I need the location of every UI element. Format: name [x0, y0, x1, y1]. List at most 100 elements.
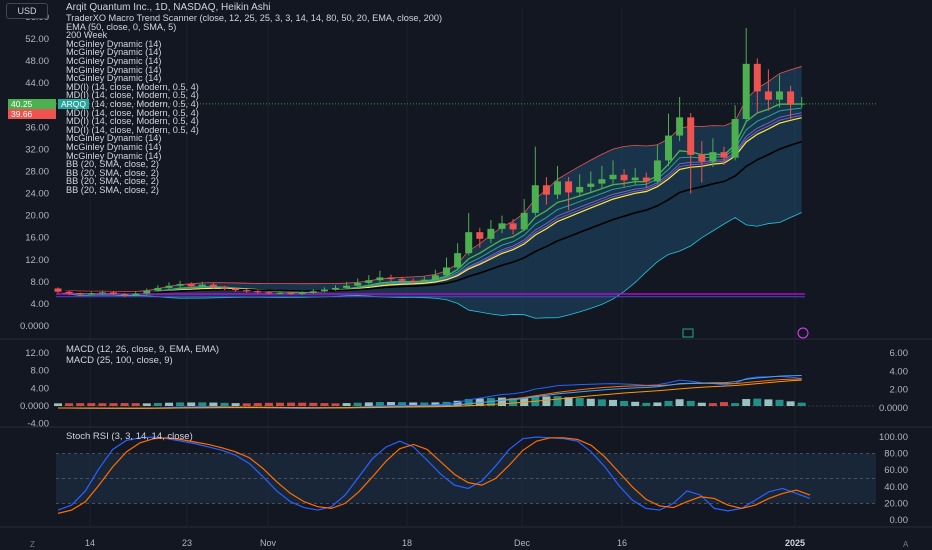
macd-histogram-bar [76, 403, 85, 406]
macd-histogram-bar [342, 403, 351, 406]
x-axis-tick-label: 2025 [785, 538, 805, 548]
candle-body [254, 291, 262, 293]
macd-histogram-bar [597, 399, 606, 406]
indicator-legend-item: McGinley Dynamic (14) [66, 142, 162, 152]
macd-histogram-bar [420, 402, 429, 406]
macd-histogram-bar [142, 403, 151, 406]
macd-histogram-bar [742, 399, 751, 406]
y-axis-tick-label: 16.00 [25, 233, 49, 244]
macd-histogram-bar [675, 399, 684, 406]
macd-histogram-bar [364, 402, 373, 406]
stoch-k-line [57, 436, 811, 512]
candle-body [132, 293, 140, 296]
stoch-rsi-panel: 100.00 80.00 60.00 40.00 20.00 0.00 [56, 432, 908, 526]
candle-body [764, 91, 772, 100]
candle-body [209, 284, 217, 287]
macd-histogram-bar [575, 398, 584, 406]
macd-right-tick: 4.00 [890, 366, 909, 377]
stoch-tick-label: 60.00 [884, 465, 908, 476]
indicator-legend-item: BB (20, SMA, close, 2) [66, 167, 159, 178]
bollinger-lower [57, 212, 802, 319]
indicator-legend-item: MD(I) (14, close, Modern, 0.5, 4) [66, 116, 199, 127]
candle-body [542, 185, 550, 195]
candle-body [487, 228, 495, 239]
macd-left-tick: 8.00 [31, 366, 50, 377]
mcginley-yellow [57, 117, 802, 294]
macd-histogram-bar [353, 402, 362, 406]
candle-body [87, 293, 95, 295]
macd-histogram-bar [631, 401, 640, 406]
indicator-legend-item: McGinley Dynamic (14) [66, 47, 162, 58]
stoch-d-line [57, 437, 811, 514]
macd-histogram-bar [642, 402, 651, 406]
candle-body [620, 174, 628, 181]
candle-body [221, 286, 228, 289]
corner-left-label: Z [30, 540, 35, 549]
indicator-legend-item: McGinley Dynamic (14) [66, 64, 162, 75]
macd-right-tick: 2.00 [890, 385, 909, 396]
macd-histogram-bar [586, 398, 595, 406]
macd-histogram-bar [653, 402, 662, 406]
candle-body [476, 232, 484, 239]
y-axis-tick-label: 12.00 [25, 255, 49, 266]
currency-button[interactable]: USD [6, 3, 48, 19]
x-axis-tick-label: Nov [260, 538, 277, 548]
candle-body [265, 292, 273, 294]
macd-histogram-bar [331, 403, 340, 406]
candle-body [554, 181, 561, 195]
dividend-icon [797, 327, 809, 339]
indicator-legend-item: McGinley Dynamic (14) [66, 38, 162, 49]
macd-left-tick: -4.00 [27, 419, 49, 430]
candle-body [676, 117, 684, 136]
macd-histogram-bar [209, 402, 218, 406]
macd2-signal-line [57, 379, 802, 409]
candle-body [320, 289, 328, 292]
candle-body [776, 91, 783, 100]
macd-histogram-bar [398, 402, 407, 406]
corner-right-label: A [903, 540, 909, 549]
indicator-legend-item: MD(I) (14, close, Modern, 0.5, 4) [66, 124, 199, 135]
macd-histogram-bar [287, 402, 296, 406]
candle-body [742, 63, 750, 120]
y-axis-tick-label: 48.00 [25, 56, 49, 67]
candle-body [198, 284, 206, 287]
candle-body [709, 152, 717, 162]
macd-histogram-bar [375, 402, 384, 406]
candle-body [232, 288, 240, 291]
macd-histogram-bar [498, 397, 506, 406]
x-axis-tick-label: 16 [617, 538, 627, 548]
candle-body [587, 183, 595, 187]
ema-50-line [57, 140, 802, 294]
mcginley-teal [57, 107, 802, 294]
candle-body [687, 117, 695, 155]
macd-histogram-bar [753, 398, 762, 406]
macd-histogram-bar [276, 402, 284, 406]
candle-body [665, 135, 672, 161]
x-axis-tick-label: 14 [85, 538, 95, 548]
x-axis-tick-label: 18 [402, 538, 412, 548]
macd-histogram-bar [409, 402, 418, 406]
stoch-tick-label: 0.00 [890, 515, 909, 526]
macd-left-tick: 0.0000 [20, 401, 49, 412]
x-axis-tick-label: Dec [514, 538, 531, 548]
macd-line [57, 375, 802, 410]
macd-histogram-bar [509, 398, 518, 406]
candle-body [609, 174, 617, 180]
macd-histogram-bar [176, 402, 185, 406]
macd-label-2: MACD (25, 100, close, 9) [66, 355, 173, 366]
candle-body [176, 284, 184, 286]
macd-histogram-bar [609, 399, 617, 406]
macd-histogram-bar [697, 402, 706, 406]
candle-body [454, 253, 462, 268]
candle-body [420, 279, 428, 282]
candle-body [76, 293, 84, 295]
x-axis-tick-label: 23 [182, 538, 192, 548]
candle-body [409, 280, 417, 282]
candle-body [354, 282, 362, 286]
macd-histogram-bar [187, 402, 196, 406]
second-price-tag: 39.66 [8, 109, 56, 119]
candle-body [98, 292, 106, 294]
y-axis-tick-label: 52.00 [25, 34, 49, 45]
macd-left-tick: 4.00 [31, 383, 50, 394]
candle-body [798, 103, 806, 105]
